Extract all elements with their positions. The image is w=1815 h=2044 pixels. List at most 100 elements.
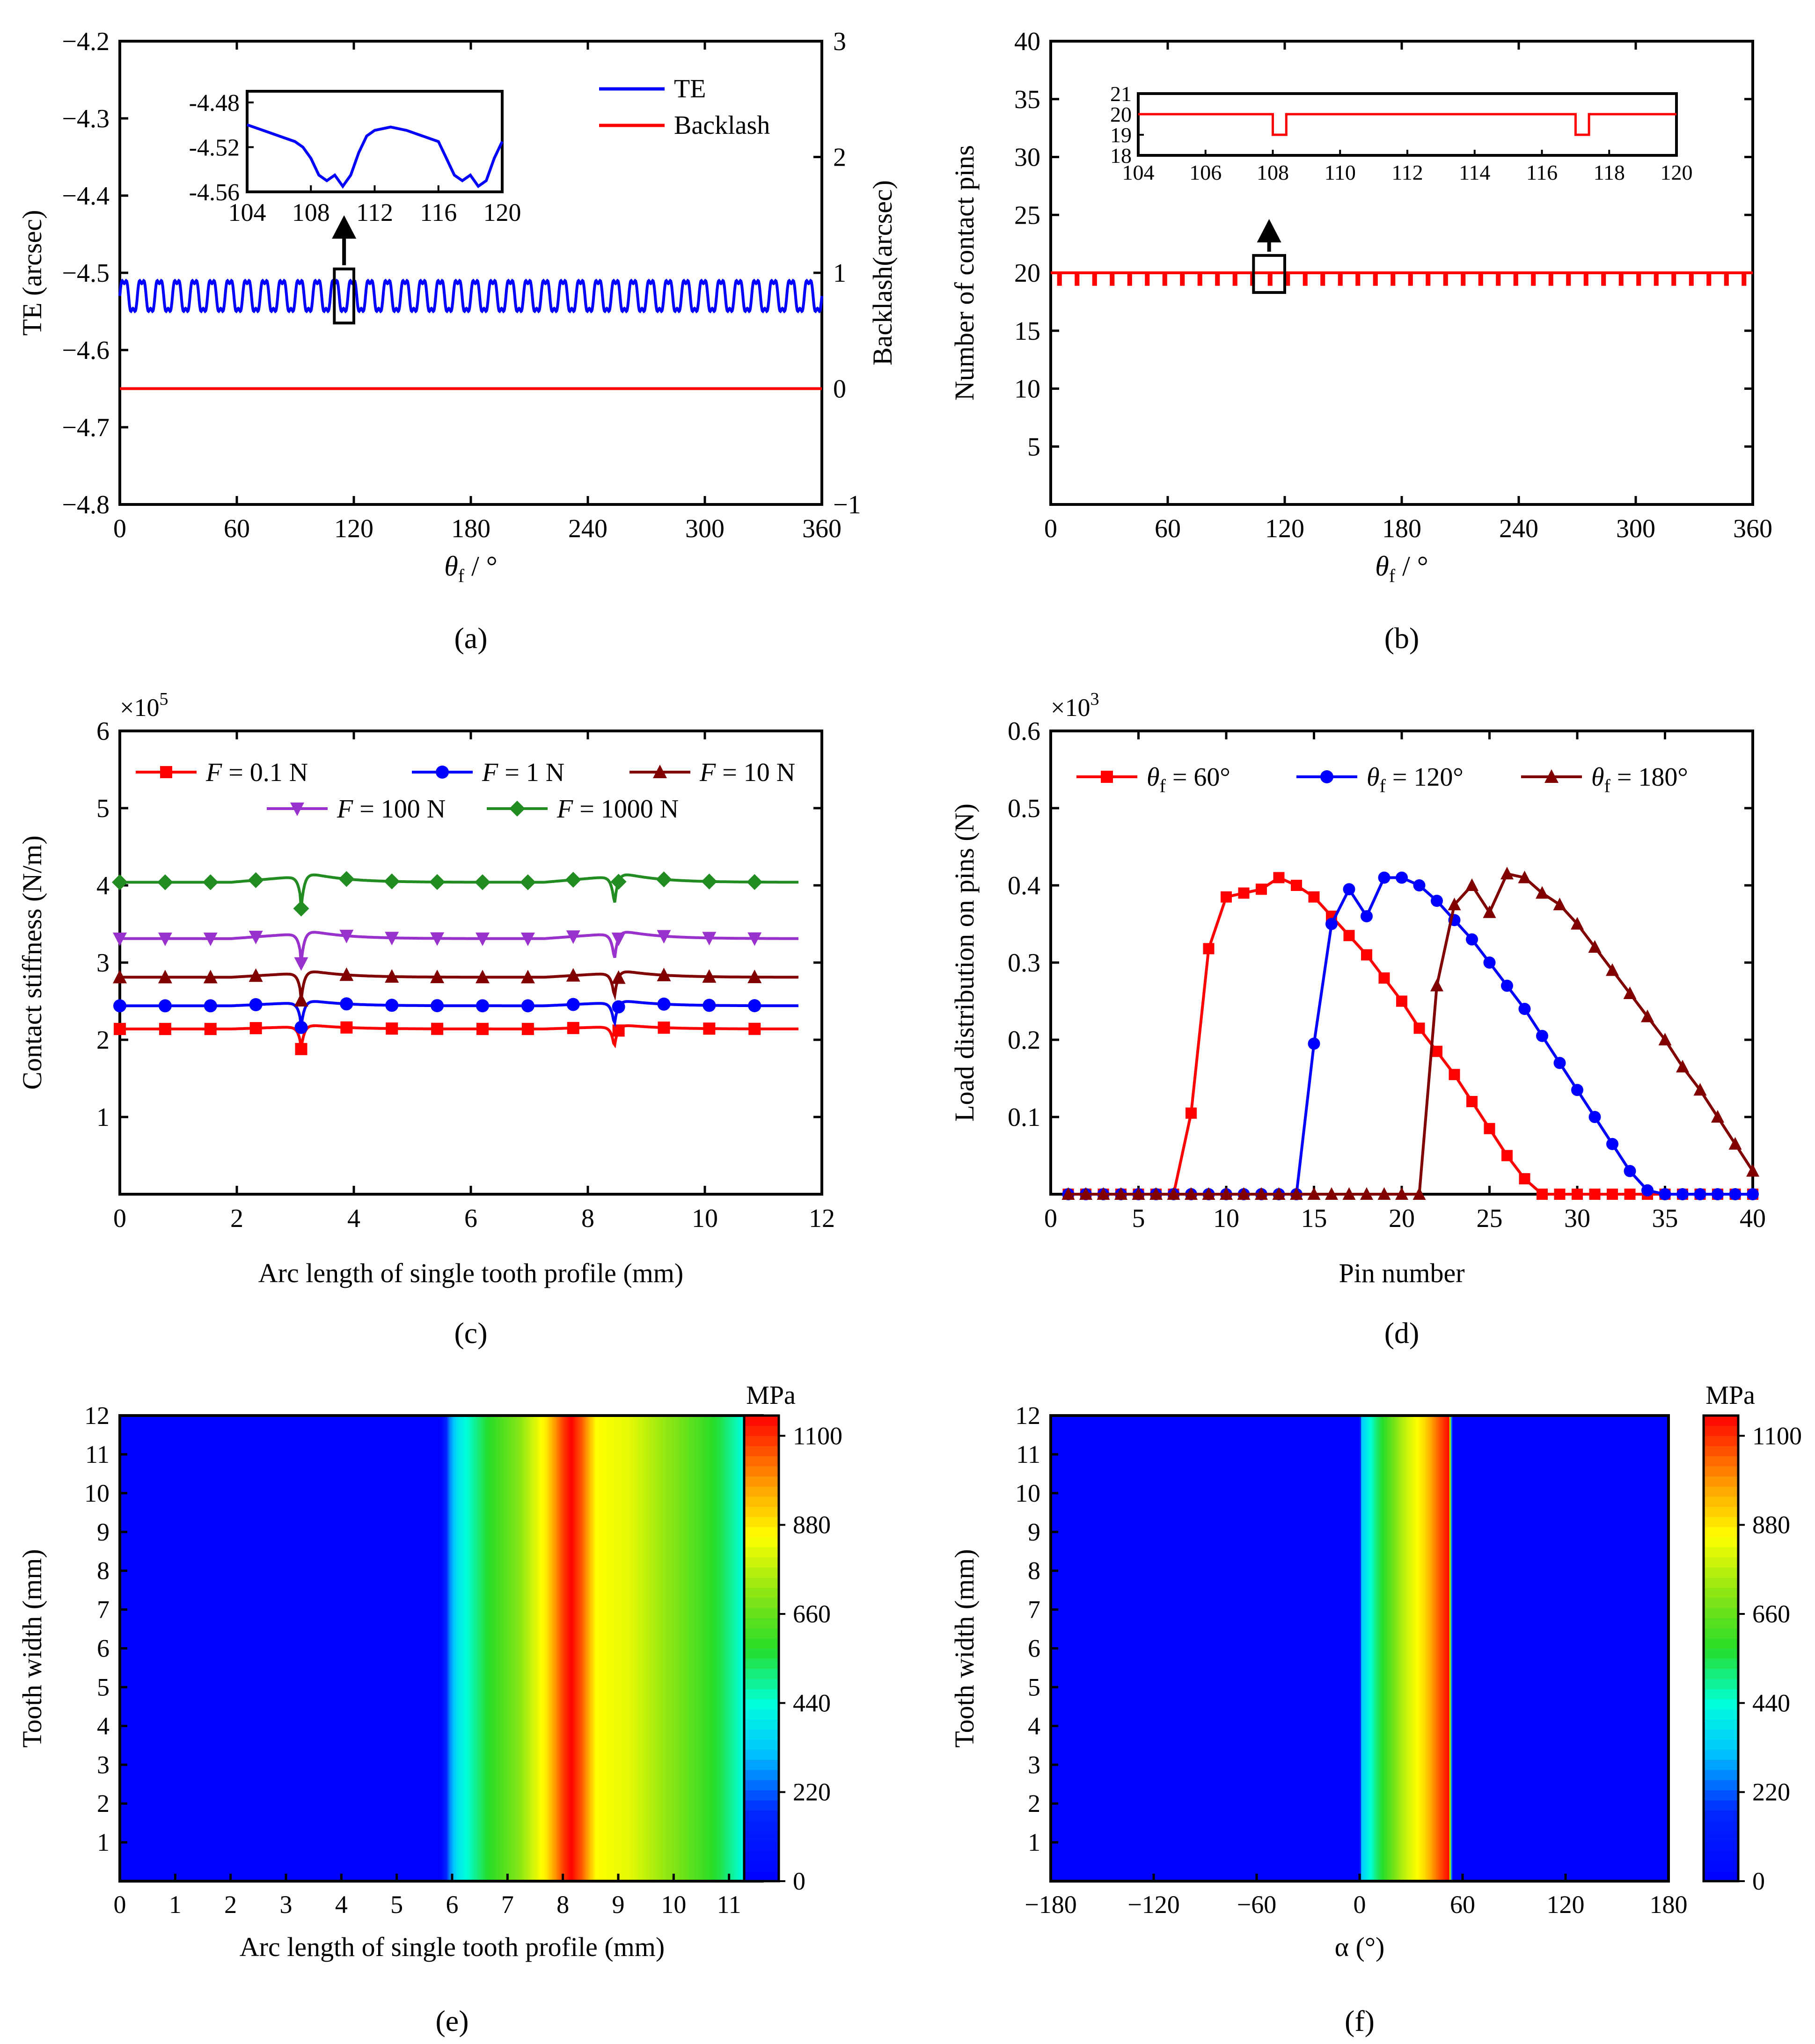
legend-marker [1544,769,1559,783]
heatmap-cell [653,1416,656,1881]
colorbar-frame [743,1414,780,1883]
heatmap-cell [1178,1416,1181,1881]
heatmap-cell [1142,1416,1144,1881]
colorbar-segment [1704,1547,1738,1558]
y-axis-label: Tooth width (mm) [17,1549,47,1747]
heatmap-cell [551,1416,553,1881]
series-3 [113,929,798,971]
heatmap-cell [1214,1416,1216,1881]
heatmap-cell [601,1416,604,1881]
heatmap-cell [1364,1416,1366,1881]
data-point [430,969,445,983]
heatmap-cell [417,1416,419,1881]
data-point [249,930,263,944]
colorbar-tick-label: 660 [1752,1600,1790,1628]
y-tick-label: 1 [1028,1828,1040,1856]
colorbar-segment [1704,1577,1738,1588]
y-tick-label: 5 [1027,432,1040,461]
heatmap-cell [1517,1416,1519,1881]
y-tick-label: 2 [1028,1789,1040,1818]
heatmap-cell [1145,1416,1147,1881]
heatmap-cell [1212,1416,1215,1881]
inset-x-tick-label: 114 [1459,161,1490,184]
x-tick-label: 9 [612,1891,625,1919]
heatmap-cell [185,1416,188,1881]
data-point [1361,910,1373,922]
inset-x-tick-label: 108 [292,198,330,226]
heatmap-cell [1306,1416,1309,1881]
heatmap-cell [276,1416,278,1881]
x-tick-label: 6 [446,1891,459,1919]
colorbar-segment [1704,1851,1738,1862]
inset-x-tick-label: 120 [483,198,521,226]
data-point [701,873,717,890]
legend-label-var: F [205,758,222,787]
heatmap-cell [624,1416,627,1881]
heatmap-cell [404,1416,407,1881]
x-axis-label-unit: / ° [1395,551,1428,582]
heatmap-cell [320,1416,322,1881]
series-line [1068,876,1753,1196]
colorbar-segment [744,1689,779,1700]
colorbar-segment [1704,1476,1738,1487]
x-tick-label: 180 [1650,1891,1688,1919]
heatmap-cell [1420,1416,1422,1881]
heatmap-cell [407,1416,410,1881]
heatmap-cell [647,1416,650,1881]
heatmap-cell [1500,1416,1503,1881]
colorbar-tick-label: 220 [1752,1778,1790,1806]
heatmap-cell [1638,1416,1640,1881]
data-point [431,1022,444,1035]
data-point [1694,1188,1706,1200]
inset-y-tick-label: 21 [1110,82,1132,106]
heatmap-cell [438,1416,440,1881]
heatmap-cell [1062,1416,1065,1881]
heatmap-cell [1384,1416,1387,1881]
heatmap-cell [1261,1416,1263,1881]
heatmap-cell [717,1416,720,1881]
data-point [385,969,399,983]
heatmap-cell [429,1416,431,1881]
heatmap-cell [425,1416,428,1881]
heatmap-cell [1106,1416,1109,1881]
legend-marker [436,766,449,779]
x-tick-label: 300 [1616,514,1655,543]
heatmap-cell [721,1416,723,1881]
heatmap-cell [1185,1416,1187,1881]
data-point [1554,1189,1566,1200]
heatmap-cell [1512,1416,1515,1881]
heatmap-cell [375,1416,378,1881]
heatmap-cell [1448,1416,1450,1881]
y-axis-label: Number of contact pins [949,145,980,401]
x-tick-label: 60 [224,514,250,543]
heatmap-cell [682,1416,685,1881]
heatmap-cell [1124,1416,1127,1881]
heatmap-cell [1555,1416,1558,1881]
heatmap-cell [1207,1416,1209,1881]
colorbar-segment [744,1577,779,1588]
heatmap-cell [1524,1416,1527,1881]
heatmap-cell [1633,1416,1635,1881]
data-point [658,1022,670,1034]
data-point [1712,1188,1724,1200]
heatmap-cell [205,1416,208,1881]
heatmap-cell [1257,1416,1259,1881]
data-point [249,998,263,1011]
heatmap-cell [274,1416,277,1881]
heatmap-cell [1584,1416,1587,1881]
data-point [1238,887,1250,899]
colorbar-segment [744,1871,779,1882]
heatmap-cell [1221,1416,1223,1881]
heatmap-cell [1446,1416,1449,1881]
heatmap-cell [1161,1416,1163,1881]
legend-label: θf = 180° [1591,763,1688,796]
heatmap-cell [1098,1416,1100,1881]
data-point [1588,940,1602,953]
heatmap-cell [135,1416,137,1881]
colorbar-segment [1704,1749,1738,1760]
heatmap-cell [297,1416,300,1881]
heatmap-cell [1642,1416,1644,1881]
heatmap-cell [566,1416,569,1881]
heatmap-cell [669,1416,671,1881]
data-point [1378,972,1390,984]
